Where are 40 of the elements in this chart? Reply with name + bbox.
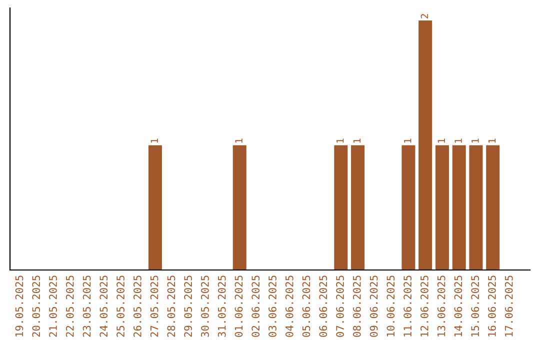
data-label: 1 bbox=[438, 138, 445, 143]
data-label: 1 bbox=[353, 138, 360, 143]
data-label: 1 bbox=[454, 138, 462, 143]
x-tick-label: 06.06.2025 bbox=[319, 276, 328, 337]
x-tick-label: 23.05.2025 bbox=[82, 276, 91, 337]
x-tick-label: 24.05.2025 bbox=[100, 276, 108, 337]
x-tick-label: 05.06.2025 bbox=[302, 276, 310, 337]
data-label: 1 bbox=[472, 138, 479, 143]
x-tick-label: 31.05.2025 bbox=[218, 276, 226, 337]
data-label: 1 bbox=[404, 138, 412, 143]
x-tick-label: 13.06.2025 bbox=[437, 276, 446, 336]
data-label: 2 bbox=[420, 14, 428, 18]
x-tick-label: 07.06.2025 bbox=[336, 276, 344, 337]
x-tick-label: 28.05.2025 bbox=[167, 276, 176, 337]
x-tick-label: 10.06.2025 bbox=[386, 276, 395, 336]
x-tick-label: 09.06.2025 bbox=[370, 276, 378, 337]
x-tick-label: 29.05.2025 bbox=[184, 276, 192, 337]
data-label: 1 bbox=[235, 138, 242, 143]
x-tick-label: 03.06.2025 bbox=[268, 276, 276, 337]
x-tick-label: 26.05.2025 bbox=[133, 276, 142, 337]
x-tick-label: 02.06.2025 bbox=[252, 276, 260, 337]
x-tick-label: 19.05.2025 bbox=[15, 276, 24, 336]
x-tick-label: 25.05.2025 bbox=[116, 276, 124, 337]
data-label: 1 bbox=[336, 138, 344, 143]
x-tick-label: 20.05.2025 bbox=[32, 276, 40, 337]
x-tick-label: 16.06.2025 bbox=[488, 276, 496, 336]
x-tick-label: 21.05.2025 bbox=[49, 276, 57, 337]
x-tick-label: 04.06.2025 bbox=[285, 276, 294, 337]
x-tick-label: 08.06.2025 bbox=[352, 276, 361, 337]
data-label: 1 bbox=[150, 138, 158, 143]
x-tick-label: 27.05.2025 bbox=[150, 276, 158, 337]
x-tick-label: 22.05.2025 bbox=[66, 276, 74, 337]
x-tick-label: 12.06.2025 bbox=[420, 276, 428, 336]
x-tick-label: 30.05.2025 bbox=[201, 276, 209, 337]
x-tick-label: 15.06.2025 bbox=[471, 276, 480, 336]
x-tick-label: 17.06.2025 bbox=[504, 276, 513, 336]
x-tick-label: 11.06.2025 bbox=[404, 276, 412, 336]
x-tick-label: 01.06.2025 bbox=[234, 276, 243, 337]
data-label: 1 bbox=[488, 138, 496, 143]
x-tick-label: 14.06.2025 bbox=[454, 276, 462, 336]
